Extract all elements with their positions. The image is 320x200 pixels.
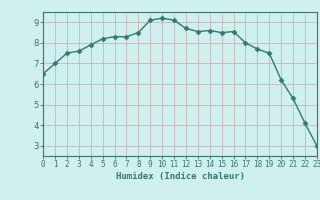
X-axis label: Humidex (Indice chaleur): Humidex (Indice chaleur) xyxy=(116,172,244,181)
